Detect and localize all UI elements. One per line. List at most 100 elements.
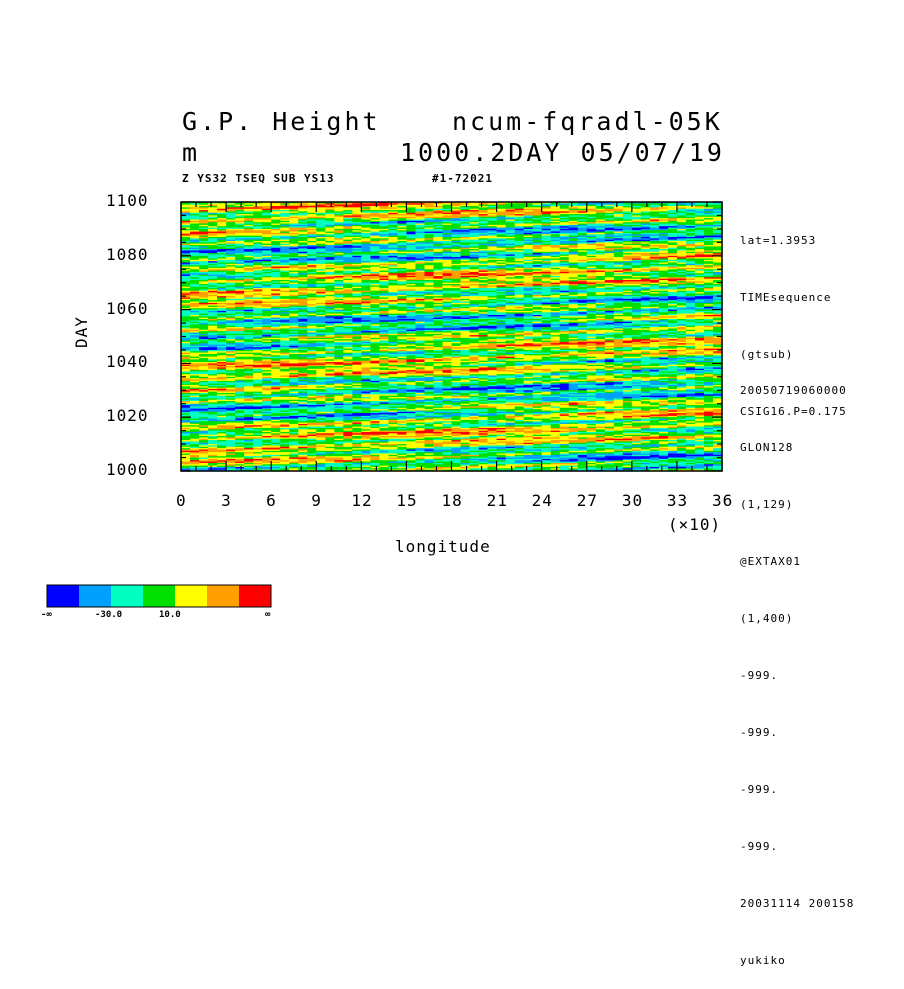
- heatmap-cell: [226, 267, 236, 270]
- heatmap-cell: [352, 247, 362, 250]
- heatmap-cell: [226, 208, 236, 211]
- heatmap-cell: [199, 254, 209, 257]
- heatmap-cell: [415, 223, 426, 226]
- heatmap-cell: [208, 222, 218, 225]
- heatmap-cell: [586, 220, 597, 223]
- heatmap-cell: [487, 202, 498, 204]
- heatmap-cell: [694, 257, 705, 260]
- heatmap-cell: [226, 265, 236, 268]
- heatmap-cell: [253, 231, 263, 234]
- heatmap-cell: [289, 216, 299, 219]
- heatmap-cell: [253, 257, 263, 260]
- heatmap-cell: [379, 218, 389, 221]
- heatmap-cell: [649, 204, 660, 207]
- heatmap-cell: [271, 219, 281, 222]
- heatmap-cell: [685, 281, 696, 284]
- heatmap-cell: [703, 267, 714, 270]
- heatmap-cell: [505, 235, 516, 238]
- heatmap-cell: [316, 218, 326, 221]
- heatmap-cell: [298, 247, 308, 250]
- heatmap-cell: [649, 250, 660, 253]
- heatmap-cell: [397, 257, 408, 260]
- heatmap-cell: [505, 232, 516, 235]
- heatmap-cell: [307, 274, 317, 277]
- heatmap-cell: [262, 230, 272, 233]
- heatmap-cell: [712, 231, 723, 234]
- heatmap-cell: [514, 230, 525, 233]
- heatmap-cell: [595, 269, 606, 272]
- heatmap-cell: [334, 257, 344, 260]
- heatmap-cell: [181, 275, 191, 278]
- heatmap-cell: [478, 265, 489, 268]
- heatmap-cell: [676, 236, 687, 239]
- heatmap-cell: [379, 273, 389, 276]
- heatmap-cell: [658, 255, 669, 258]
- heatmap-cell: [370, 218, 380, 221]
- heatmap-cell: [523, 219, 534, 222]
- heatmap-cell: [532, 267, 543, 270]
- heatmap-cell: [649, 262, 660, 265]
- heatmap-cell: [316, 207, 326, 210]
- heatmap-cell: [667, 254, 678, 257]
- heatmap-cell: [235, 263, 245, 266]
- heatmap-cell: [469, 210, 480, 213]
- heatmap-cell: [352, 263, 362, 266]
- heatmap-cell: [613, 246, 624, 249]
- heatmap-cell: [397, 275, 408, 278]
- heatmap-cell: [379, 274, 389, 277]
- heatmap-cell: [631, 214, 642, 217]
- heatmap-cell: [523, 253, 534, 256]
- heatmap-cell: [649, 258, 660, 261]
- heatmap-cell: [694, 231, 705, 234]
- heatmap-cell: [325, 263, 335, 266]
- heatmap-cell: [361, 227, 371, 230]
- heatmap-cell: [631, 274, 642, 277]
- heatmap-cell: [235, 253, 245, 256]
- heatmap-cell: [712, 274, 723, 277]
- heatmap-cell: [460, 278, 471, 281]
- heatmap-cell: [451, 224, 462, 227]
- heatmap-cell: [559, 236, 570, 239]
- heatmap-cell: [550, 245, 561, 247]
- heatmap-cell: [343, 246, 353, 249]
- heatmap-cell: [271, 280, 281, 282]
- heatmap-cell: [487, 270, 498, 273]
- heatmap-cell: [640, 211, 651, 214]
- heatmap-cell: [622, 270, 633, 273]
- heatmap-cell: [640, 261, 651, 264]
- heatmap-cell: [181, 210, 191, 213]
- heatmap-cell: [217, 271, 227, 274]
- heatmap-cell: [613, 207, 624, 210]
- heatmap-cell: [190, 227, 200, 230]
- heatmap-cell: [217, 226, 227, 229]
- heatmap-cell: [532, 271, 543, 274]
- heatmap-cell: [280, 224, 290, 227]
- heatmap-cell: [316, 232, 326, 235]
- heatmap-cell: [712, 223, 723, 226]
- heatmap-cell: [577, 238, 588, 241]
- heatmap-cell: [667, 238, 678, 241]
- heatmap-cell: [667, 250, 678, 253]
- heatmap-cell: [514, 227, 525, 230]
- heatmap-cell: [190, 228, 200, 231]
- heatmap-cell: [586, 206, 597, 208]
- heatmap-cell: [388, 202, 398, 204]
- heatmap-cell: [532, 249, 543, 252]
- heatmap-cell: [604, 238, 615, 241]
- heatmap-cell: [343, 235, 353, 238]
- heatmap-cell: [298, 267, 308, 270]
- heatmap-cell: [649, 253, 660, 256]
- heatmap-cell: [442, 267, 453, 270]
- heatmap-cell: [370, 269, 380, 272]
- heatmap-cell: [190, 216, 200, 219]
- heatmap-cell: [568, 203, 579, 206]
- heatmap-cell: [505, 270, 516, 273]
- heatmap-cell: [343, 212, 353, 215]
- heatmap-cell: [568, 208, 579, 211]
- heatmap-cell: [451, 206, 462, 208]
- heatmap-cell: [685, 222, 696, 225]
- heatmap-cell: [568, 271, 579, 274]
- heatmap-cell: [298, 236, 308, 239]
- heatmap-cell: [694, 262, 705, 265]
- heatmap-cell: [199, 255, 209, 258]
